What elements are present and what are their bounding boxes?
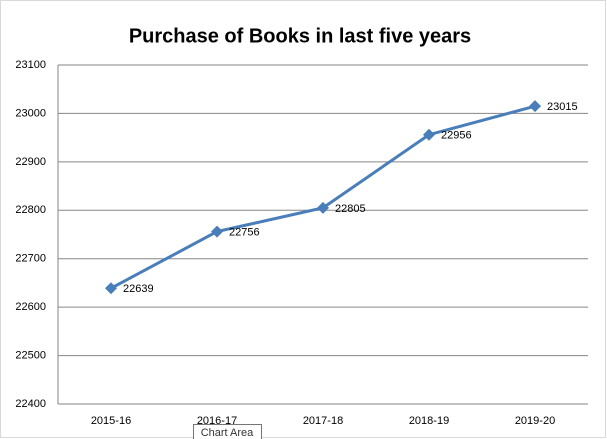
marker bbox=[105, 282, 117, 295]
data-label: 22756 bbox=[229, 227, 260, 239]
x-tick-label: 2018-19 bbox=[409, 415, 449, 427]
data-label: 22639 bbox=[123, 283, 154, 295]
data-label: 22956 bbox=[441, 130, 472, 142]
marker bbox=[211, 225, 223, 238]
tooltip-box bbox=[193, 424, 262, 439]
y-tick-label: 22400 bbox=[15, 398, 46, 410]
marker bbox=[317, 201, 329, 214]
y-tick-label: 22700 bbox=[15, 253, 46, 265]
x-tick-label: 2019-20 bbox=[515, 415, 555, 427]
y-tick-label: 23100 bbox=[15, 59, 46, 71]
chart-title: Purchase of Books in last five years bbox=[129, 25, 471, 47]
y-tick-label: 22800 bbox=[15, 204, 46, 216]
y-tick-label: 22600 bbox=[15, 301, 46, 313]
x-tick-label: 2015-16 bbox=[91, 415, 131, 427]
x-tick-label: 2017-18 bbox=[303, 415, 343, 427]
marker bbox=[423, 128, 435, 141]
x-tick-label: 2016-17 bbox=[197, 415, 237, 427]
data-label: 22805 bbox=[335, 203, 366, 215]
tooltip-text: Chart Area bbox=[201, 427, 254, 439]
tooltip: Chart Area bbox=[193, 424, 262, 439]
y-tick-label: 22900 bbox=[15, 156, 46, 168]
marker bbox=[529, 100, 541, 113]
data-label: 23015 bbox=[547, 101, 578, 113]
y-tick-label: 23000 bbox=[15, 107, 46, 119]
y-tick-label: 22500 bbox=[15, 349, 46, 361]
